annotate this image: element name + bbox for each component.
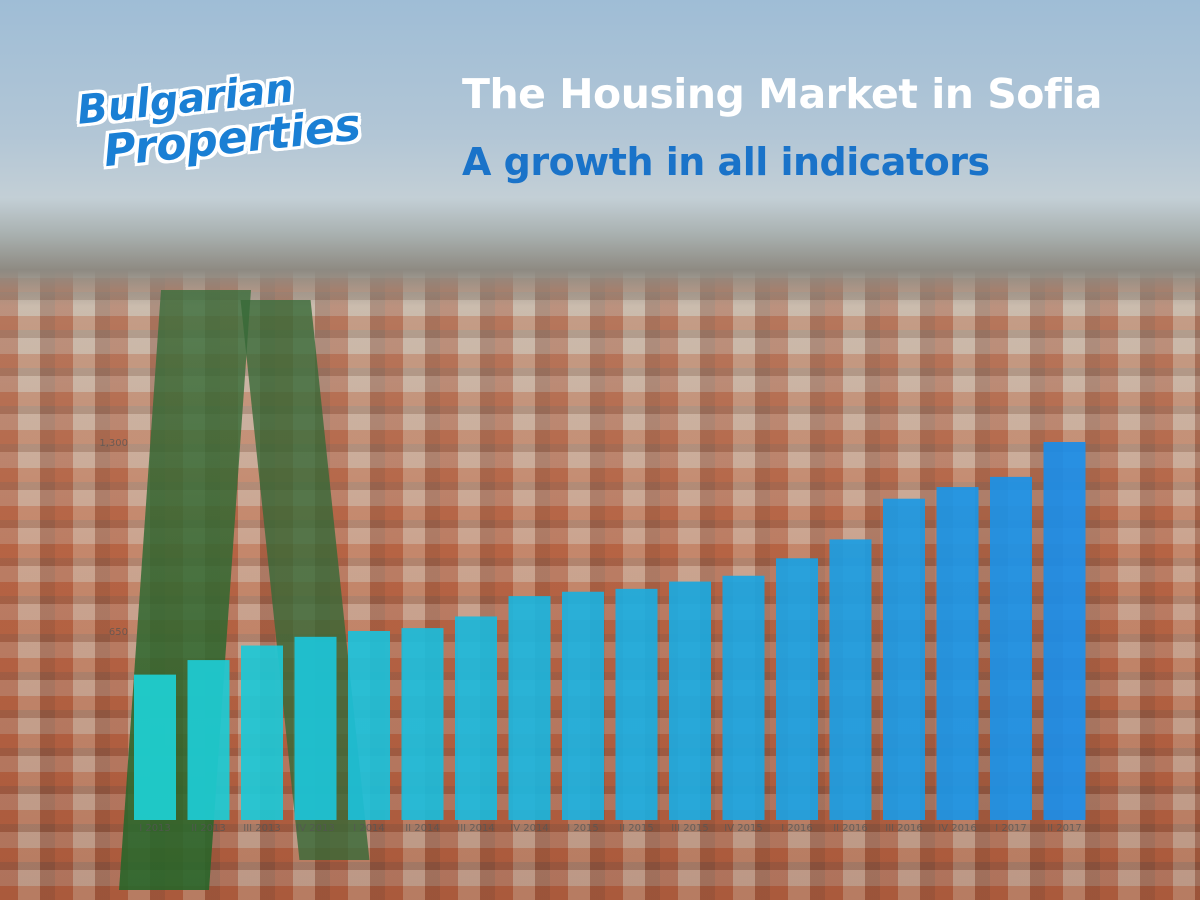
bar xyxy=(776,558,818,820)
page-title: The Housing Market in Sofia xyxy=(462,70,1102,118)
x-tick-label: IV 2014 xyxy=(510,823,548,834)
page-subtitle: A growth in all indicators xyxy=(462,140,990,184)
y-tick-label: 1,300 xyxy=(99,438,128,449)
x-tick-label: IV 2016 xyxy=(938,823,976,834)
x-tick-label: III 2015 xyxy=(671,823,708,834)
x-tick-label: III 2014 xyxy=(457,823,494,834)
bar xyxy=(829,539,872,820)
bar xyxy=(669,581,711,820)
bar xyxy=(401,628,444,820)
bar xyxy=(990,476,1032,820)
bar xyxy=(455,616,497,820)
bar xyxy=(134,674,176,820)
x-tick-label: I 2015 xyxy=(567,823,599,834)
x-tick-label: I 2016 xyxy=(781,823,813,834)
bar xyxy=(722,575,765,820)
bar xyxy=(294,636,337,820)
bar xyxy=(241,645,283,820)
bar xyxy=(615,588,658,820)
bar xyxy=(936,487,979,820)
x-tick-label: I 2014 xyxy=(353,823,385,834)
x-tick-label: II 2016 xyxy=(833,823,868,834)
bar xyxy=(508,596,551,820)
x-tick-label: III 2016 xyxy=(885,823,922,834)
bar xyxy=(187,660,230,820)
x-tick-label: II 2017 xyxy=(1047,823,1082,834)
x-tick-label: II 2014 xyxy=(405,823,440,834)
x-tick-label: II 2015 xyxy=(619,823,654,834)
bar xyxy=(1043,442,1086,820)
x-tick-label: III 2013 xyxy=(243,823,280,834)
x-tick-label: I 2017 xyxy=(995,823,1027,834)
x-tick-label: IV 2015 xyxy=(724,823,762,834)
x-tick-label: IV 2013 xyxy=(296,823,334,834)
y-tick-label: 650 xyxy=(109,627,128,638)
x-tick-label: II 2013 xyxy=(191,823,226,834)
bar xyxy=(883,498,925,820)
bar xyxy=(348,631,390,820)
x-tick-label: I 2013 xyxy=(139,823,171,834)
bar xyxy=(562,591,604,820)
